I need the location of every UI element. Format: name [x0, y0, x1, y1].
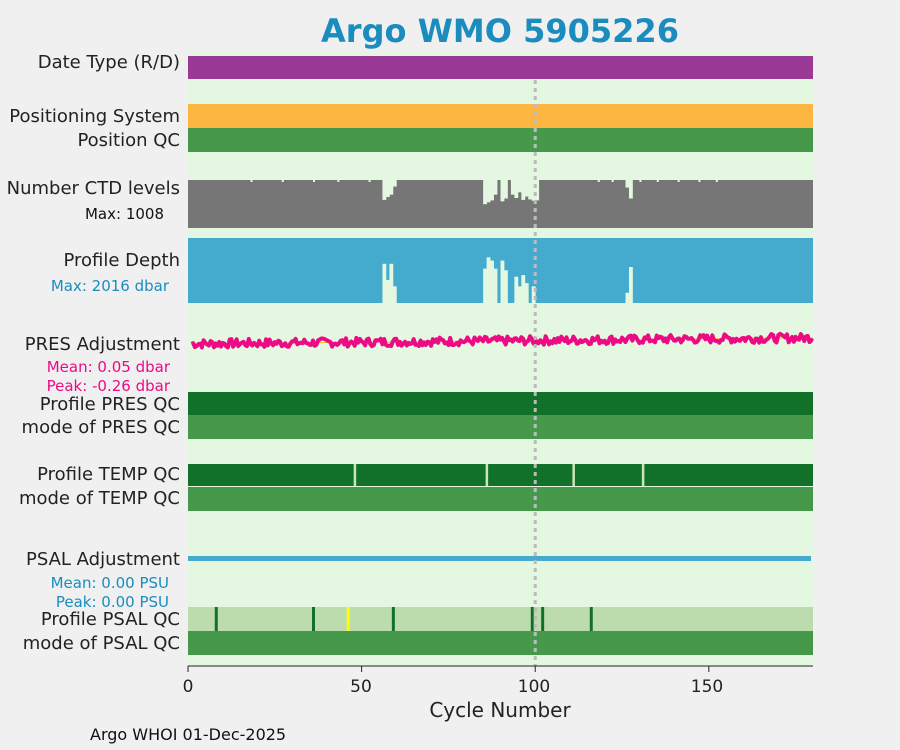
- plot-area: [188, 52, 813, 666]
- mode-temp-qc-band: [188, 487, 813, 511]
- chart-title: Argo WMO 5905226: [321, 12, 679, 50]
- label-profile-temp-qc: Profile TEMP QC: [37, 464, 180, 485]
- label-pres-peak: Peak: -0.26 dbar: [46, 377, 170, 395]
- ctd-levels-dip: [514, 180, 519, 198]
- ctd-levels-dip: [389, 180, 394, 195]
- ctd-levels-dip: [531, 180, 536, 201]
- x-tick-0: 0: [182, 677, 194, 697]
- profile-depth-dip: [392, 286, 397, 303]
- profile-depth-dip: [486, 257, 491, 303]
- position-qc-band: [188, 128, 813, 152]
- profile-depth-dip: [385, 279, 390, 303]
- label-psal-mean: Mean: 0.00 PSU: [50, 574, 169, 592]
- ctd-levels-dip: [483, 180, 488, 205]
- footer-credit: Argo WHOI 01-Dec-2025: [90, 725, 287, 744]
- profile-temp-qc-band: [188, 464, 813, 486]
- positioning-system-band: [188, 104, 813, 128]
- label-mode-temp-qc: mode of TEMP QC: [18, 488, 180, 509]
- profile-depth-dip: [625, 292, 630, 303]
- ctd-levels-dip: [382, 180, 387, 200]
- profile-psal-qc-flag: [589, 607, 593, 631]
- ctd-levels-dip: [503, 180, 508, 199]
- profile-depth-dip: [514, 276, 519, 303]
- label-profile-psal-qc: Profile PSAL QC: [40, 609, 180, 630]
- label-positioning-system: Positioning System: [9, 106, 180, 127]
- ctd-levels-notch: [639, 180, 642, 182]
- psal-adjustment-line: [188, 556, 811, 561]
- label-mode-pres-qc: mode of PRES QC: [21, 417, 180, 438]
- ctd-levels-dip: [500, 180, 505, 202]
- profile-psal-qc-flag: [312, 607, 315, 631]
- profile-depth-dip: [389, 263, 394, 303]
- ctd-levels-notch: [677, 180, 680, 182]
- ctd-levels-dip: [490, 180, 494, 201]
- ctd-levels-dip: [385, 180, 390, 198]
- profile-depth-dip: [500, 260, 505, 303]
- ctd-levels-dip: [524, 180, 529, 197]
- label-data-type: Date Type (R/D): [37, 52, 180, 73]
- mode-pres-qc-band: [188, 415, 813, 439]
- profile-depth-dip: [483, 268, 488, 303]
- label-depth-max: Max: 2016 dbar: [50, 277, 169, 295]
- label-profile-pres-qc: Profile PRES QC: [39, 394, 180, 415]
- ctd-levels-dip: [521, 180, 526, 200]
- ctd-levels-dip: [392, 180, 397, 187]
- profile-depth-dip: [517, 286, 522, 303]
- ctd-levels-dip: [528, 180, 533, 200]
- label-pres-mean: Mean: 0.05 dbar: [46, 358, 170, 376]
- label-psal-peak: Peak: 0.00 PSU: [55, 593, 169, 611]
- ctd-levels-dip: [510, 180, 515, 195]
- ctd-levels-notch: [656, 180, 659, 182]
- mode-psal-qc-band: [188, 631, 813, 655]
- ctd-levels-notch: [313, 180, 316, 182]
- ctd-levels-dip: [535, 180, 540, 201]
- ctd-levels-dip: [517, 180, 522, 193]
- x-axis-label: Cycle Number: [429, 698, 571, 722]
- x-tick-50: 50: [350, 677, 372, 697]
- profile-depth-dip: [503, 270, 508, 303]
- label-ctd-levels: Number CTD levels: [6, 178, 180, 199]
- profile-psal-qc-flag: [541, 607, 545, 631]
- profile-temp-qc-flag: [641, 464, 645, 486]
- profile-depth-dip: [521, 275, 526, 303]
- ctd-levels-dip: [486, 180, 491, 203]
- profile-psal-qc-band: [188, 607, 813, 631]
- x-tick-100: 100: [517, 677, 551, 697]
- profile-temp-qc-flag: [353, 464, 357, 486]
- profile-depth-dip: [493, 268, 498, 303]
- label-psal-adjustment: PSAL Adjustment: [25, 549, 180, 570]
- label-ctd-max: Max: 1008: [84, 205, 164, 223]
- ctd-levels-notch: [337, 180, 340, 182]
- ctd-levels-dip: [493, 180, 498, 195]
- ctd-levels-notch: [611, 180, 614, 182]
- profile-depth-dip: [490, 260, 494, 303]
- data-type-band: [188, 56, 813, 79]
- label-profile-depth: Profile Depth: [63, 250, 180, 271]
- profile-depth-dip: [531, 286, 536, 303]
- profile-temp-qc-flag: [572, 464, 575, 486]
- ctd-levels-notch: [281, 180, 284, 182]
- label-pres-adjustment: PRES Adjustment: [24, 334, 180, 355]
- ctd-levels-notch: [715, 180, 718, 182]
- profile-psal-qc-flag: [214, 607, 218, 631]
- profile-psal-qc-flag: [530, 607, 534, 631]
- profile-depth-dip: [382, 263, 387, 303]
- profile-temp-qc-flag: [485, 464, 489, 486]
- profile-psal-qc-highlight: [346, 607, 350, 631]
- ctd-levels-dip: [625, 180, 630, 188]
- label-mode-psal-qc: mode of PSAL QC: [22, 633, 180, 654]
- ctd-levels-notch: [698, 180, 701, 182]
- pres-adjustment-line: [190, 331, 815, 350]
- ctd-levels-notch: [368, 180, 371, 182]
- ctd-levels-dip: [628, 180, 633, 199]
- profile-depth-dip: [524, 283, 529, 303]
- ctd-levels-notch: [597, 180, 600, 182]
- profile-pres-qc-band: [188, 392, 813, 415]
- profile-psal-qc-flag: [391, 607, 395, 631]
- label-position-qc: Position QC: [77, 130, 180, 151]
- x-tick-150: 150: [690, 677, 724, 697]
- profile-depth-dip: [628, 267, 633, 303]
- ctd-levels-notch: [250, 180, 253, 182]
